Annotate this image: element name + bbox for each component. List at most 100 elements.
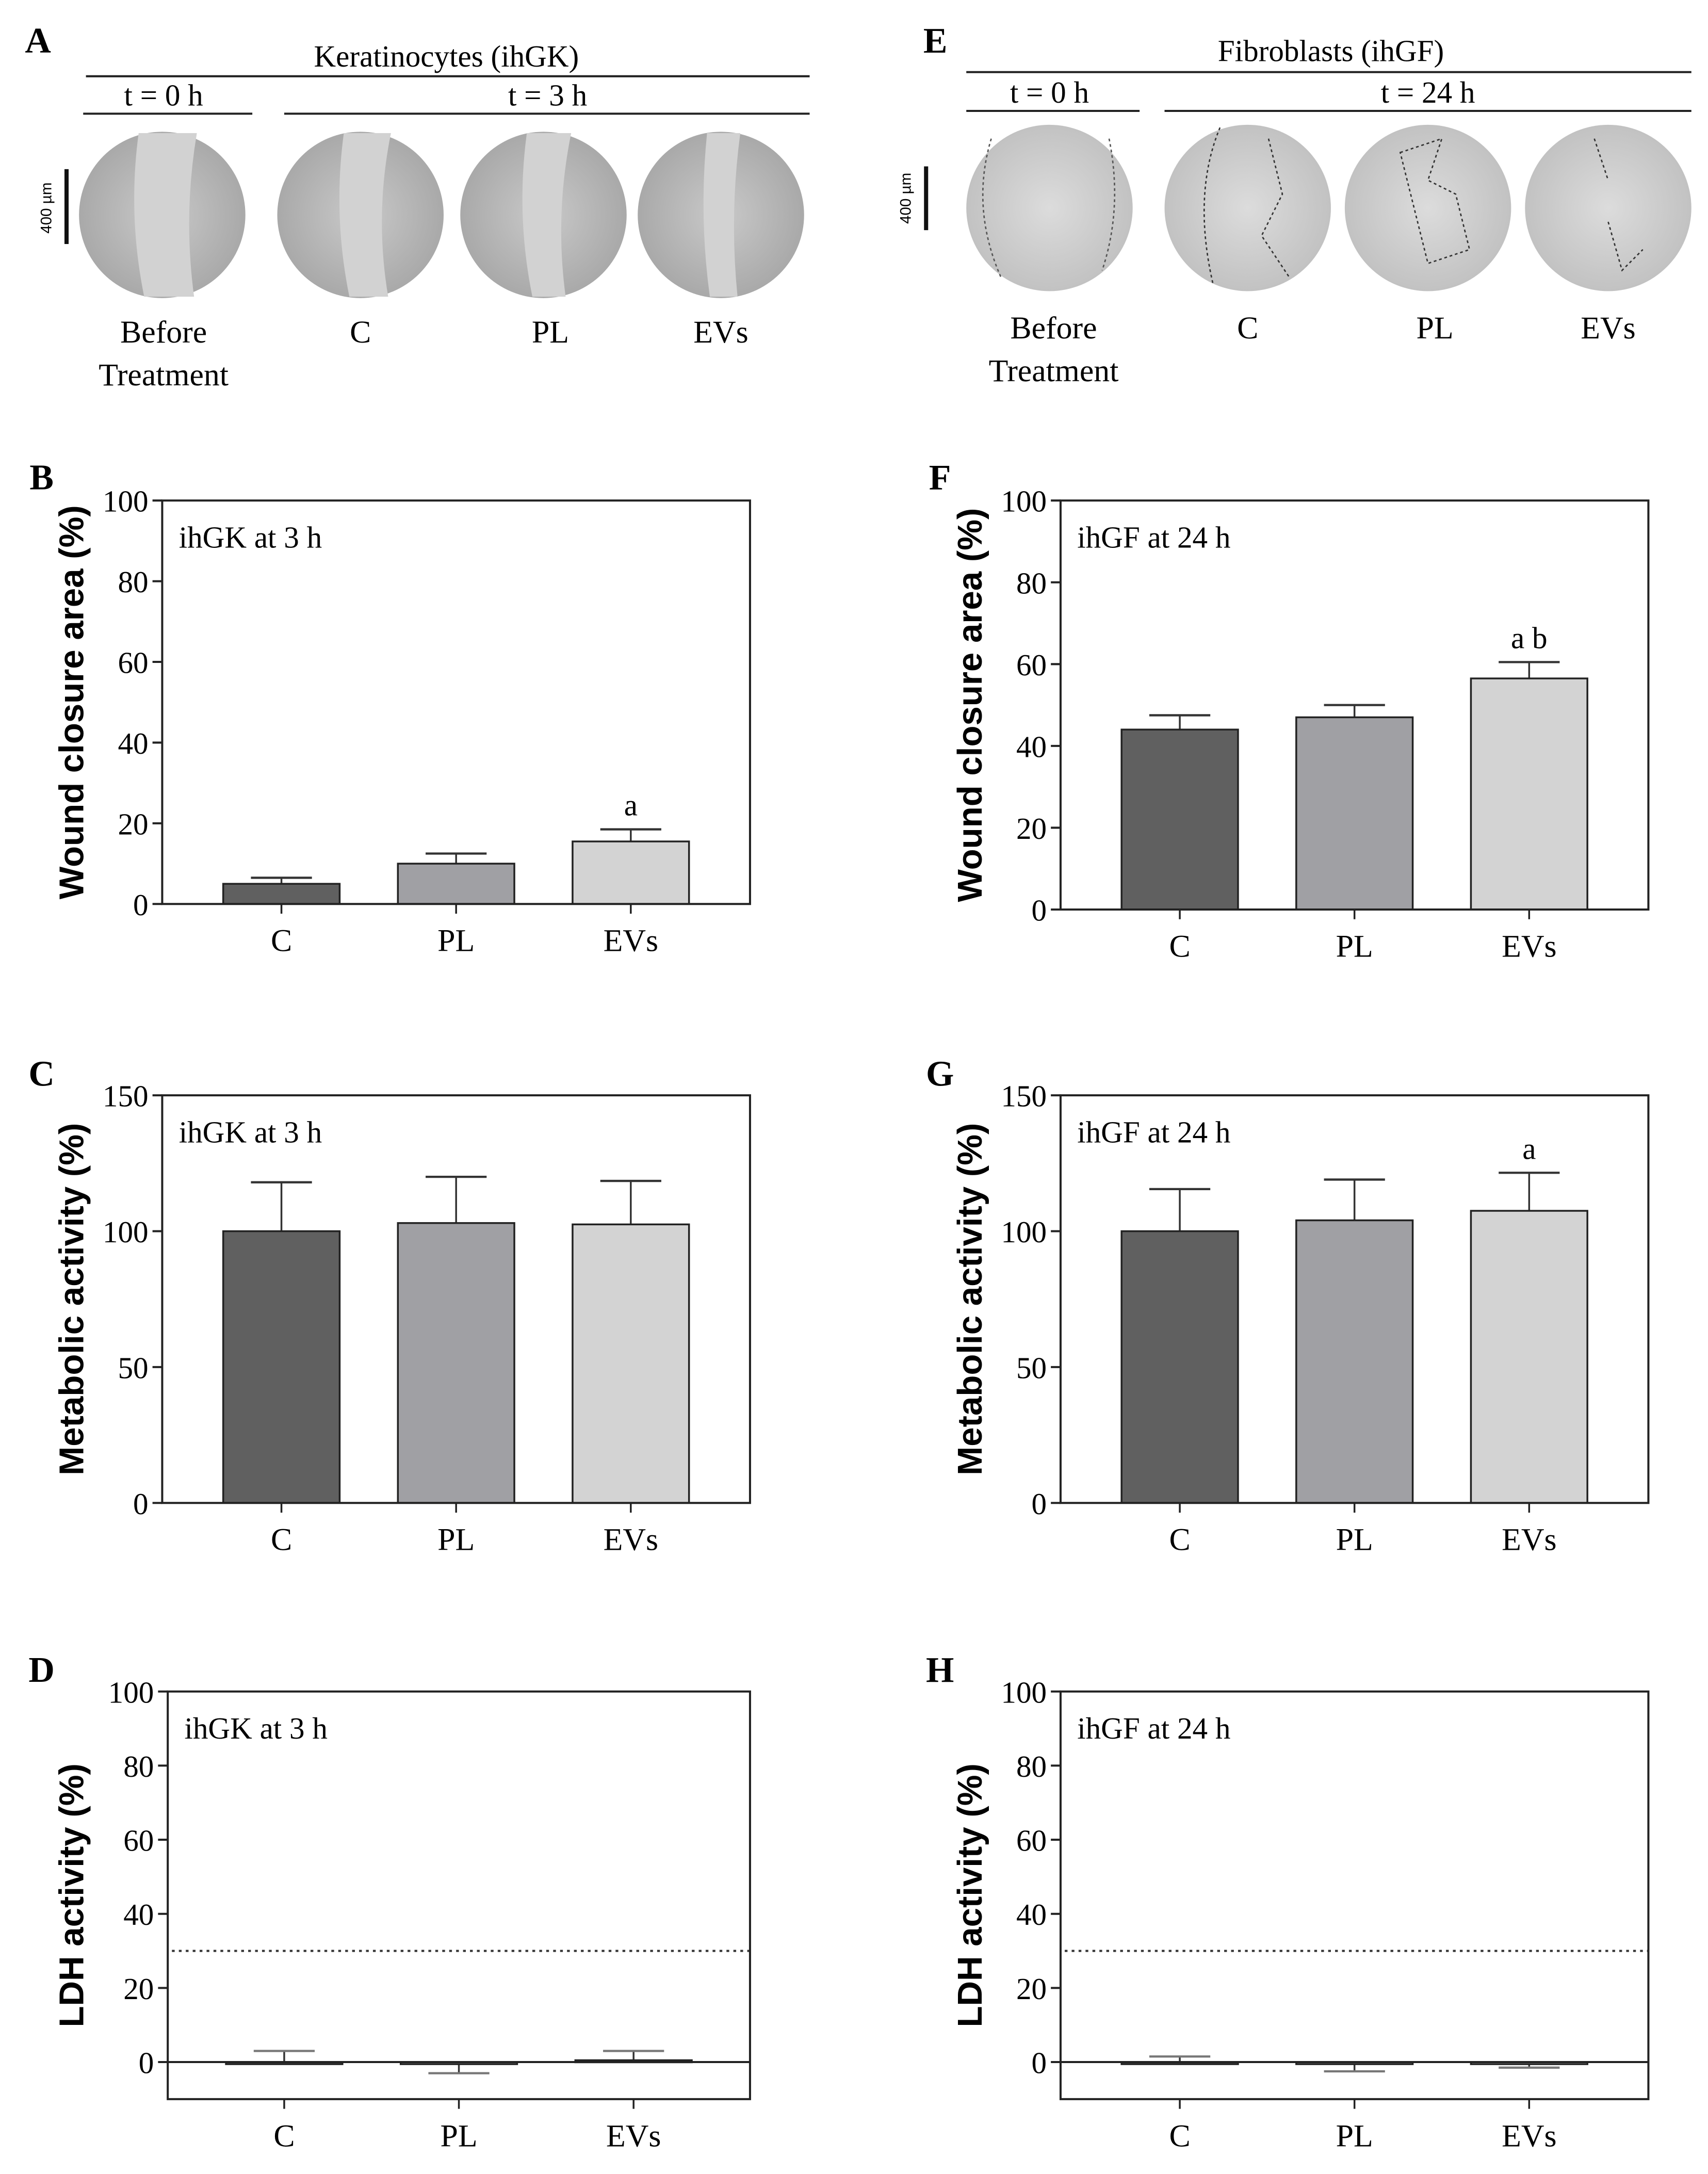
micrograph-c — [1164, 124, 1331, 291]
y-tick-label: 100 — [1001, 1675, 1047, 1709]
bar-pl — [1295, 716, 1414, 911]
y-tick-label: 40 — [1016, 1897, 1047, 1932]
y-tick-label: 20 — [118, 807, 148, 841]
plot-frame — [161, 1094, 751, 1504]
significance-label: a b — [1511, 621, 1548, 655]
y-axis-label: Metabolic activity (%) — [52, 1123, 91, 1475]
y-tick-label: 150 — [103, 1079, 149, 1113]
y-tick-label: 50 — [118, 1351, 148, 1385]
chart-c: C 0 50 100 150 Metabolic activity (%) ihGK at … — [28, 1054, 751, 1558]
timepoint-0: t = 0 h — [124, 78, 203, 112]
y-axis-label: Wound closure area (%) — [951, 508, 989, 902]
y-tick-label: 80 — [1016, 1749, 1047, 1783]
significance-label: a — [1522, 1131, 1536, 1165]
panel-letter: E — [923, 21, 948, 61]
bar-c — [1120, 1230, 1239, 1504]
image-label: EVs — [693, 315, 748, 350]
x-tick-label: PL — [1336, 2118, 1373, 2153]
y-tick-label: 60 — [118, 646, 148, 680]
timepoint-1: t = 3 h — [508, 78, 587, 112]
plot-frame — [1059, 1690, 1650, 2100]
y-tick-label: 40 — [123, 1897, 154, 1932]
x-tick-label: C — [1169, 2118, 1190, 2153]
panel-letter: A — [25, 21, 51, 61]
x-tick-label: PL — [441, 2118, 478, 2153]
x-tick-label: C — [273, 2118, 295, 2153]
bar-pl — [397, 1222, 515, 1504]
panel-letter: H — [926, 1650, 954, 1690]
x-tick-label: EVs — [606, 2118, 661, 2153]
micrograph-c — [277, 132, 444, 298]
y-tick-label: 80 — [118, 565, 148, 599]
x-tick-label: C — [1169, 929, 1190, 964]
y-tick-label: 100 — [103, 1215, 149, 1249]
chart-b: B 0 20 40 60 80 100 Wound closure area (%) ihGK … — [29, 458, 751, 959]
panel-e: E Fibroblasts (ihGF) t = 0 h t = 24 h 40… — [898, 21, 1691, 388]
plot-frame — [1059, 499, 1650, 911]
micrograph-pl — [460, 132, 627, 298]
y-tick-label: 100 — [1001, 1215, 1047, 1249]
y-tick-label: 80 — [123, 1749, 154, 1783]
micrograph-before — [966, 124, 1133, 291]
x-tick-label: PL — [437, 1522, 475, 1558]
y-tick-label: 100 — [103, 484, 149, 518]
inset-label: ihGK at 3 h — [179, 521, 322, 555]
bar-charts: B 0 20 40 60 80 100 Wound closure area (%) ihGK … — [28, 458, 1650, 2153]
panel-letter: C — [28, 1054, 54, 1094]
bar-pl — [1295, 1219, 1414, 1504]
y-tick-label: 60 — [1016, 1824, 1047, 1858]
y-tick-label: 20 — [1016, 812, 1047, 846]
timepoint-1: t = 24 h — [1381, 75, 1475, 109]
x-tick-label: EVs — [604, 1522, 658, 1558]
y-tick-label: 0 — [133, 1487, 149, 1521]
y-tick-label: 20 — [123, 1972, 154, 2006]
y-tick-label: 60 — [123, 1824, 154, 1858]
x-tick-label: EVs — [1502, 1522, 1556, 1558]
x-tick-label: C — [271, 923, 292, 959]
y-axis-label: LDH activity (%) — [52, 1763, 91, 2027]
significance-label: a — [624, 788, 638, 822]
bar-c — [222, 883, 341, 905]
bar-c — [222, 1230, 341, 1504]
plot-frame — [167, 1690, 751, 2100]
y-tick-label: 0 — [133, 888, 149, 922]
inset-label: ihGK at 3 h — [179, 1115, 322, 1149]
y-tick-label: 40 — [118, 726, 148, 760]
x-tick-label: PL — [437, 923, 475, 959]
plot-frame — [1059, 1094, 1650, 1504]
y-tick-label: 100 — [108, 1675, 154, 1709]
micrograph-pl — [1344, 124, 1511, 291]
micrograph-evs — [638, 132, 804, 298]
y-tick-label: 50 — [1016, 1351, 1047, 1385]
image-label: C — [350, 315, 371, 350]
bar-evs — [1470, 1210, 1588, 1504]
plot-frame — [161, 499, 751, 905]
image-label: PL — [532, 315, 569, 350]
y-tick-label: 20 — [1016, 1972, 1047, 2006]
panel-title: Fibroblasts (ihGF) — [1218, 34, 1444, 68]
micrograph-before — [79, 132, 246, 298]
y-axis-label: Metabolic activity (%) — [951, 1123, 989, 1475]
y-tick-label: 0 — [1032, 2046, 1047, 2080]
chart-d: D 0 20 40 60 80 100 LDH activity (%) ihGK at 3 h… — [28, 1650, 751, 2153]
y-tick-label: 0 — [1032, 1487, 1047, 1521]
inset-label: ihGF at 24 h — [1077, 1115, 1230, 1149]
panel-letter: G — [926, 1054, 954, 1094]
x-tick-label: EVs — [1502, 929, 1556, 964]
y-tick-label: 40 — [1016, 729, 1047, 764]
bar-evs — [572, 840, 690, 905]
y-tick-label: 100 — [1001, 484, 1047, 518]
y-tick-label: 60 — [1016, 648, 1047, 682]
image-label: Treatment — [99, 358, 229, 393]
panel-letter: B — [29, 458, 54, 498]
chart-g: G 0 50 100 150 Metabolic activity (%) ihGF at … — [926, 1054, 1650, 1558]
image-label: Treatment — [989, 353, 1119, 388]
bar-evs — [1470, 677, 1588, 911]
y-axis-label: LDH activity (%) — [951, 1763, 989, 2027]
scale-bar-label: 400 µm — [38, 183, 55, 234]
y-axis-label: Wound closure area (%) — [52, 505, 91, 899]
timepoint-0: t = 0 h — [1010, 75, 1089, 109]
image-label: Before — [1010, 311, 1097, 346]
y-tick-label: 0 — [1032, 894, 1047, 928]
